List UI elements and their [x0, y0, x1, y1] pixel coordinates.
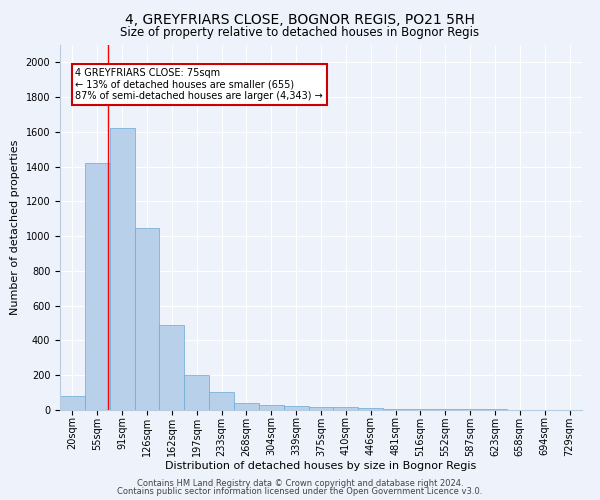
Y-axis label: Number of detached properties: Number of detached properties	[10, 140, 20, 315]
Bar	[358, 408, 383, 410]
Bar	[433, 409, 458, 410]
Bar	[184, 375, 209, 410]
Bar	[308, 406, 334, 410]
Bar	[259, 405, 284, 410]
Bar	[160, 325, 184, 410]
Bar	[110, 128, 134, 410]
Bar	[60, 396, 85, 410]
Bar	[209, 392, 234, 410]
Text: Size of property relative to detached houses in Bognor Regis: Size of property relative to detached ho…	[121, 26, 479, 39]
Bar	[134, 228, 160, 410]
Text: Contains HM Land Registry data © Crown copyright and database right 2024.: Contains HM Land Registry data © Crown c…	[137, 478, 463, 488]
X-axis label: Distribution of detached houses by size in Bognor Regis: Distribution of detached houses by size …	[166, 462, 476, 471]
Bar	[334, 408, 358, 410]
Text: Contains public sector information licensed under the Open Government Licence v3: Contains public sector information licen…	[118, 487, 482, 496]
Bar	[383, 408, 408, 410]
Bar	[85, 163, 110, 410]
Bar	[234, 403, 259, 410]
Bar	[284, 406, 308, 410]
Bar	[408, 409, 433, 410]
Text: 4, GREYFRIARS CLOSE, BOGNOR REGIS, PO21 5RH: 4, GREYFRIARS CLOSE, BOGNOR REGIS, PO21 …	[125, 12, 475, 26]
Text: 4 GREYFRIARS CLOSE: 75sqm
← 13% of detached houses are smaller (655)
87% of semi: 4 GREYFRIARS CLOSE: 75sqm ← 13% of detac…	[76, 68, 323, 101]
